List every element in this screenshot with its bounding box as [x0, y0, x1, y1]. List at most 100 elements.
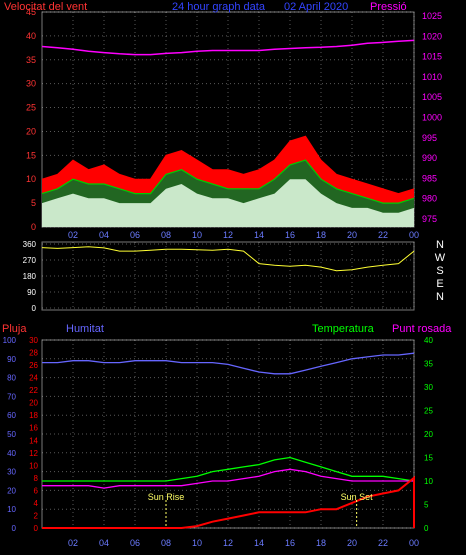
time-tick-label: 20 — [347, 230, 357, 240]
time-tick-label: 18 — [316, 538, 326, 548]
humidity-label: Humitat — [66, 323, 104, 335]
direction-tick-label: 180 — [23, 272, 37, 281]
time-tick-label: 06 — [130, 538, 140, 548]
rain-tick-label: 8 — [34, 474, 39, 483]
time-tick-label: 04 — [99, 538, 109, 548]
dewpoint-line — [42, 468, 414, 489]
time-tick-label: 08 — [161, 230, 171, 240]
humidity-tick-label: 10 — [7, 505, 16, 514]
rain-line — [42, 475, 415, 529]
sunset-label: Sun Set — [341, 492, 374, 502]
temperature-tick-label: 0 — [424, 524, 429, 533]
rain-tick-label: 2 — [34, 511, 39, 520]
humidity-tick-label: 100 — [3, 336, 17, 345]
climate-panel-frame — [41, 339, 415, 529]
wind-speed-tick-label: 40 — [26, 31, 36, 41]
time-tick-label: 16 — [285, 230, 295, 240]
humidity-tick-label: 80 — [7, 374, 16, 383]
time-tick-label: 14 — [254, 230, 264, 240]
wind-speed-tick-label: 10 — [26, 174, 36, 184]
wind-speed-tick-label: 0 — [31, 222, 36, 232]
rain-tick-label: 10 — [29, 461, 38, 470]
time-tick-label: 04 — [99, 230, 109, 240]
rain-tick-label: 20 — [29, 399, 38, 408]
time-tick-label: 10 — [192, 538, 202, 548]
pressure-line — [41, 39, 415, 56]
time-tick-label: 22 — [378, 538, 388, 548]
humidity-tick-label: 0 — [12, 524, 17, 533]
rain-tick-label: 6 — [34, 486, 39, 495]
pressure-tick-label: 975 — [422, 214, 437, 224]
time-tick-label: 20 — [347, 538, 357, 548]
wind-average-area — [42, 179, 414, 227]
pressure-tick-label: 985 — [422, 173, 437, 183]
wind-speed-tick-label: 25 — [26, 103, 36, 113]
wind-speed-label: Velocitat del vent — [4, 1, 87, 13]
temperature-label: Temperatura — [312, 323, 375, 335]
humidity-tick-label: 90 — [7, 355, 16, 364]
temperature-line — [42, 456, 415, 482]
time-tick-label: 16 — [285, 538, 295, 548]
time-tick-label: 00 — [409, 230, 419, 240]
rain-tick-label: 22 — [29, 386, 38, 395]
humidity-tick-label: 20 — [7, 486, 16, 495]
pressure-tick-label: 1015 — [422, 52, 442, 62]
time-tick-label: 18 — [316, 230, 326, 240]
wind-direction-line — [41, 246, 415, 272]
rain-tick-label: 24 — [29, 374, 38, 383]
time-tick-label: 12 — [223, 538, 233, 548]
compass-label: N — [436, 291, 444, 303]
dewpoint-label: Punt rosada — [392, 323, 452, 335]
wind-speed-tick-label: 45 — [26, 7, 36, 17]
rain-tick-label: 12 — [29, 449, 38, 458]
compass-label: N — [436, 239, 444, 251]
pressure-tick-label: 995 — [422, 133, 437, 143]
compass-label: E — [436, 278, 443, 290]
humidity-tick-label: 40 — [7, 449, 16, 458]
humidity-tick-label: 50 — [7, 430, 16, 439]
sunrise-label: Sun Rise — [148, 492, 185, 502]
humidity-line — [42, 352, 415, 375]
wind-speed-line — [41, 159, 415, 204]
time-tick-label: 02 — [68, 538, 78, 548]
temperature-tick-label: 25 — [424, 407, 433, 416]
rain-tick-label: 26 — [29, 361, 38, 370]
rain-tick-label: 14 — [29, 436, 38, 445]
pressure-tick-label: 990 — [422, 153, 437, 163]
temperature-tick-label: 35 — [424, 360, 433, 369]
time-tick-label: 22 — [378, 230, 388, 240]
time-tick-label: 12 — [223, 230, 233, 240]
wind-speed-tick-label: 15 — [26, 150, 36, 160]
temperature-tick-label: 15 — [424, 454, 433, 463]
humidity-tick-label: 70 — [7, 392, 16, 401]
time-tick-label: 06 — [130, 230, 140, 240]
wind-speed-tick-label: 5 — [31, 198, 36, 208]
chart-title: 24 hour graph data — [172, 1, 266, 13]
humidity-tick-label: 30 — [7, 468, 16, 477]
rain-label: Pluja — [2, 323, 27, 335]
direction-tick-label: 360 — [23, 240, 37, 249]
rain-tick-label: 0 — [34, 524, 39, 533]
compass-label: W — [435, 252, 446, 264]
temperature-tick-label: 10 — [424, 477, 433, 486]
rain-tick-label: 18 — [29, 411, 38, 420]
humidity-tick-label: 60 — [7, 411, 16, 420]
direction-tick-label: 0 — [32, 304, 37, 313]
rain-tick-label: 4 — [34, 499, 39, 508]
time-tick-label: 08 — [161, 538, 171, 548]
temperature-tick-label: 5 — [424, 501, 429, 510]
time-tick-label: 10 — [192, 230, 202, 240]
temperature-tick-label: 40 — [424, 336, 433, 345]
pressure-tick-label: 1005 — [422, 92, 442, 102]
chart-date: 02 April 2020 — [284, 1, 348, 13]
rain-tick-label: 28 — [29, 349, 38, 358]
direction-panel-frame — [41, 241, 415, 311]
rain-tick-label: 30 — [29, 336, 38, 345]
temperature-tick-label: 20 — [424, 430, 433, 439]
pressure-label: Pressió — [370, 1, 407, 13]
compass-label: S — [436, 265, 443, 277]
wind-gust-line — [41, 135, 415, 195]
pressure-tick-label: 1025 — [422, 11, 442, 21]
